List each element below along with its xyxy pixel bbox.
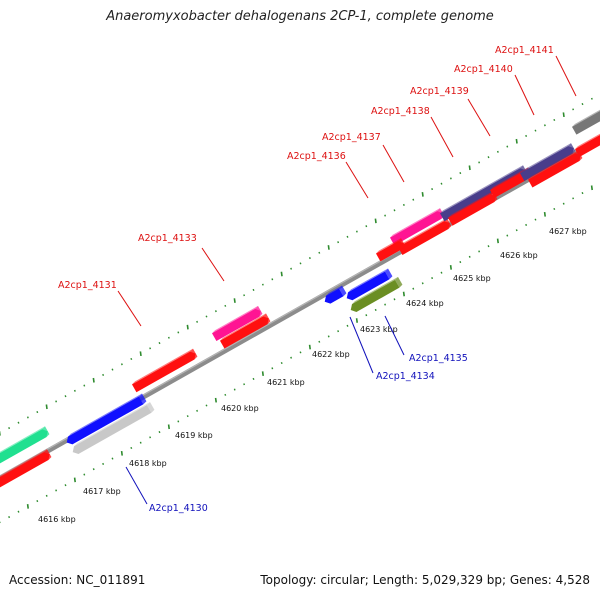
svg-text:A2cp1_4137: A2cp1_4137 [322, 132, 381, 143]
gene-feature-a2cp1-4141-b [575, 133, 600, 157]
gene-feature-a2cp1-4130 [66, 393, 147, 445]
scale-label: 4618 kbp [129, 459, 167, 468]
label-a2cp1-4133: A2cp1_4133 [138, 233, 225, 282]
label-a2cp1-4141: A2cp1_4141 [495, 45, 577, 97]
scale-label: 4624 kbp [406, 299, 444, 308]
label-a2cp1-4130: A2cp1_4130 [125, 466, 208, 514]
label-a2cp1-4137: A2cp1_4137 [322, 132, 405, 183]
scale-label: 4627 kbp [549, 227, 587, 236]
scale-labels: 4616 kbp 4617 kbp 4618 kbp 4619 kbp 4620 kbp… [38, 227, 587, 524]
gene-feature-a2cp1-4134-b [346, 268, 393, 301]
scale-label: 4616 kbp [38, 515, 76, 524]
svg-text:A2cp1_4134: A2cp1_4134 [376, 371, 435, 382]
label-a2cp1-4138: A2cp1_4138 [371, 106, 454, 158]
scale-label: 4626 kbp [500, 251, 538, 260]
gene-labels: A2cp1_4131 A2cp1_4133 A2cp1_4136 A2cp1_4137… [58, 45, 577, 514]
gene-feature-a2cp1-4138 [440, 165, 528, 222]
svg-text:A2cp1_4139: A2cp1_4139 [410, 86, 469, 97]
forward-ticks [0, 97, 593, 436]
map-title: Anaeromyxobacter dehalogenans 2CP-1, com… [106, 9, 494, 24]
scale-label: 4622 kbp [312, 350, 350, 359]
gene-feature-untitled-dark [572, 109, 600, 135]
gene-features [0, 109, 600, 488]
gene-feature-a2cp1-4135 [350, 276, 403, 312]
svg-text:A2cp1_4138: A2cp1_4138 [371, 106, 430, 117]
svg-text:A2cp1_4131: A2cp1_4131 [58, 280, 117, 291]
label-a2cp1-4131: A2cp1_4131 [58, 280, 142, 327]
gene-feature-a2cp1-4133-a [212, 305, 263, 342]
label-a2cp1-4135: A2cp1_4135 [384, 315, 468, 364]
gene-feature-untitled-red-left [0, 449, 52, 488]
svg-text:A2cp1_4135: A2cp1_4135 [409, 353, 468, 364]
gene-feature-a2cp1-4137 [398, 218, 452, 255]
scale-label: 4619 kbp [175, 431, 213, 440]
label-a2cp1-4136: A2cp1_4136 [287, 151, 369, 199]
svg-text:A2cp1_4130: A2cp1_4130 [149, 503, 208, 514]
svg-text:A2cp1_4133: A2cp1_4133 [138, 233, 197, 244]
scale-label: 4621 kbp [267, 378, 305, 387]
reverse-ticks [0, 185, 593, 524]
svg-text:A2cp1_4141: A2cp1_4141 [495, 45, 554, 56]
gene-feature-a2cp1-4137-b [376, 238, 406, 262]
label-a2cp1-4134: A2cp1_4134 [349, 316, 435, 382]
accession-text: Accession: NC_011891 [9, 573, 146, 587]
label-a2cp1-4139: A2cp1_4139 [410, 86, 491, 137]
label-a2cp1-4140: A2cp1_4140 [454, 64, 535, 116]
gene-feature-a2cp1-4140 [520, 143, 576, 182]
scale-label: 4617 kbp [83, 487, 121, 496]
svg-text:A2cp1_4140: A2cp1_4140 [454, 64, 513, 75]
scale-label: 4625 kbp [453, 274, 491, 283]
gene-feature-a2cp1-4133-b [220, 313, 271, 349]
gene-feature-untitled-teal [0, 426, 50, 464]
svg-text:A2cp1_4136: A2cp1_4136 [287, 151, 346, 162]
gene-feature-a2cp1-4134 [324, 285, 347, 304]
scale-ticks [0, 97, 593, 524]
genome-summary-text: Topology: circular; Length: 5,029,329 bp… [260, 573, 590, 587]
scale-label: 4620 kbp [221, 404, 259, 413]
gene-feature-untitled-grey [72, 401, 155, 455]
gene-feature-a2cp1-4131 [132, 348, 198, 393]
scale-label: 4623 kbp [360, 325, 398, 334]
